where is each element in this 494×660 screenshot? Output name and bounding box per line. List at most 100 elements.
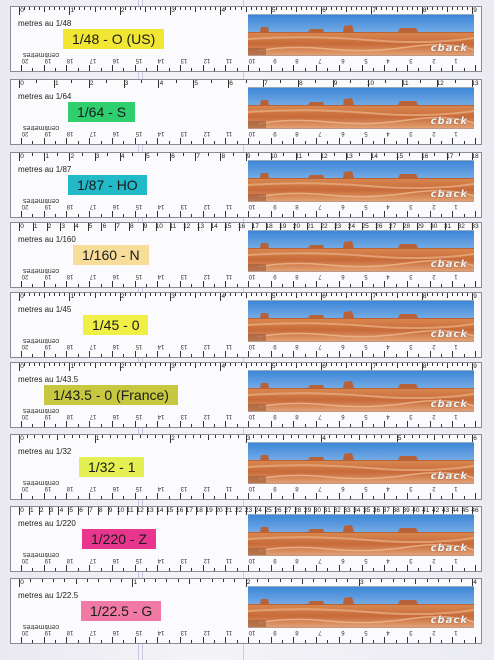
- scale-tick: [87, 507, 89, 515]
- scale-tick: [79, 363, 81, 366]
- scale-tick: [396, 293, 398, 298]
- scale-tick: [421, 153, 423, 161]
- scale-tick: [215, 435, 217, 438]
- cm-tick: [202, 493, 204, 499]
- cm-tick: [134, 421, 136, 427]
- cm-tick: [282, 284, 284, 287]
- scale-tick: [412, 507, 414, 515]
- cm-tick-label: 2: [431, 273, 436, 279]
- scale-tick: [348, 223, 350, 231]
- cm-tick-label: 2: [431, 343, 436, 349]
- cm-tick-label: 19: [44, 343, 52, 349]
- scale-tick: [436, 363, 438, 366]
- scale-tick-label: 0: [20, 293, 24, 300]
- cm-tick-label: 8: [295, 629, 300, 635]
- scale-tick: [383, 507, 385, 515]
- cm-tick: [316, 65, 318, 71]
- cm-tick: [350, 496, 352, 499]
- scale-tick-label: 8: [129, 223, 134, 230]
- cm-tick-label: 4: [386, 57, 390, 63]
- cm-tick-label: 20: [21, 203, 29, 209]
- cm-tick: [202, 138, 204, 144]
- cm-tick-label: 16: [112, 57, 120, 63]
- cm-tick-label: 4: [386, 413, 390, 419]
- metre-scale: 0 1 2 3 4 5 6: [11, 435, 481, 447]
- scale-tick: [195, 7, 197, 12]
- cm-tick: [259, 214, 261, 217]
- scale-tick-label: 3: [171, 363, 175, 370]
- scale-tick-label: 30: [430, 223, 438, 230]
- scale-tick-label: 46: [471, 507, 479, 514]
- cm-tick-label: 6: [341, 57, 345, 63]
- scale-tick: [361, 7, 363, 10]
- cm-tick: [293, 65, 295, 71]
- scale-tick: [225, 363, 227, 366]
- scale-tick: [19, 363, 20, 371]
- scale-tick: [123, 80, 125, 88]
- cm-tick: [43, 351, 45, 357]
- centimetre-scale: 20 19 18 17 16 15 14 13 12 11 10 9 8 7 6 5 4 3 2 1: [11, 483, 481, 499]
- cm-tick: [327, 284, 329, 287]
- scale-tick-label: 6: [322, 7, 326, 14]
- scale-tick: [304, 507, 306, 515]
- scale-tick: [376, 293, 378, 296]
- scale-tick: [351, 7, 353, 10]
- scale-tick-label: 12: [136, 507, 144, 514]
- cm-tick: [236, 354, 238, 357]
- cm-tick: [66, 281, 68, 287]
- scale-tick-label: 22: [320, 223, 328, 230]
- scale-name: metres au 1/45: [18, 305, 72, 314]
- cm-tick-label: 17: [89, 413, 97, 419]
- scale-tick: [175, 80, 177, 83]
- cm-tick: [21, 351, 22, 357]
- scale-tick: [350, 80, 351, 83]
- cm-tick: [202, 637, 204, 643]
- cm-tick: [157, 493, 159, 499]
- scale-tick-label: 0: [20, 80, 24, 87]
- scale-tick-label: 17: [251, 223, 260, 230]
- cm-tick: [372, 68, 374, 71]
- cm-tick: [77, 354, 79, 357]
- cm-tick-label: 10: [248, 57, 256, 63]
- scale-tick: [34, 363, 36, 366]
- scale-tick: [328, 435, 330, 438]
- cm-tick: [43, 281, 45, 287]
- cm-tick: [316, 281, 318, 287]
- centimetre-scale: 20 19 18 17 16 15 14 13 12 11 10 9 8 7 6 5 4 3 2 1: [11, 627, 481, 643]
- scale-tick: [403, 223, 405, 231]
- scale-tick: [456, 363, 458, 366]
- centimetre-scale: 20 19 18 17 16 15 14 13 12 11 10 9 8 7 6 5 4 3 2 1: [11, 55, 481, 71]
- gauge-label: 1/45 - 0: [83, 315, 149, 335]
- scale-tick-label: 21: [225, 507, 233, 514]
- scale-tick: [132, 579, 134, 587]
- cm-tick-label: 8: [295, 57, 300, 63]
- scale-tick: [401, 7, 403, 10]
- scale-tick: [280, 363, 282, 366]
- cm-tick: [213, 496, 215, 499]
- cm-tick: [32, 496, 34, 499]
- scale-tick: [250, 293, 252, 296]
- cm-tick: [440, 568, 442, 571]
- scale-tick: [245, 435, 247, 443]
- cm-tick: [384, 138, 386, 144]
- scale-tick: [426, 293, 428, 296]
- scale-tick: [220, 293, 222, 301]
- cm-tick: [168, 568, 170, 571]
- cm-tick-label: 20: [21, 413, 29, 419]
- scale-tick: [315, 80, 317, 83]
- cm-tick: [236, 284, 238, 287]
- cm-tick: [463, 568, 465, 571]
- scale-tick: [367, 80, 369, 88]
- cm-tick: [304, 496, 306, 499]
- scale-tick-label: 3: [246, 435, 251, 442]
- scale-tick-label: 43: [441, 507, 450, 514]
- scale-tick: [386, 293, 388, 296]
- cm-tick: [123, 354, 125, 357]
- scale-tick: [64, 363, 66, 366]
- metre-scale: 0 1 2 3 4 5 6 7 8 9 10 11 12 13 14 15 16 17 18 19 20 21 22 23 24…: [11, 223, 481, 235]
- scale-tick-label: 3: [171, 7, 175, 14]
- scale-tick: [30, 579, 32, 582]
- scale-tick-label: 4: [59, 507, 64, 514]
- cm-tick: [293, 565, 295, 571]
- scale-tick: [426, 7, 428, 10]
